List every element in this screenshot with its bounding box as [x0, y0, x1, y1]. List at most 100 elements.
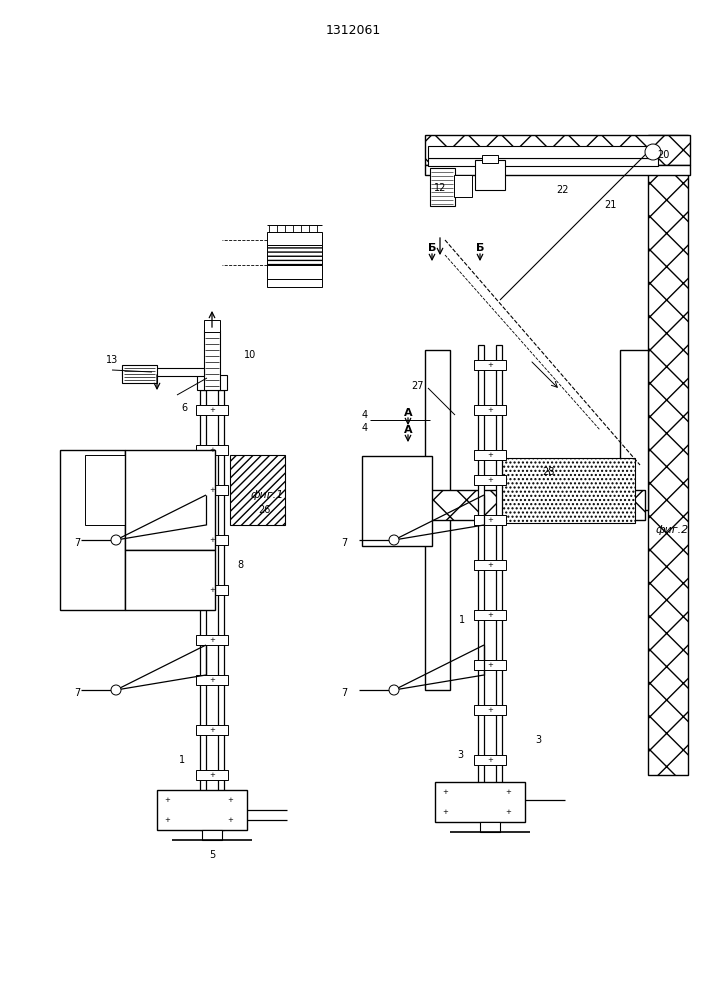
Text: 3: 3	[535, 735, 541, 745]
Text: 3: 3	[457, 750, 463, 760]
Bar	[122, 365, 157, 383]
Bar	[474, 705, 506, 715]
Text: 7: 7	[74, 538, 80, 548]
Bar	[430, 168, 455, 206]
Text: 7: 7	[341, 688, 347, 698]
Bar	[204, 330, 220, 390]
Text: +: +	[487, 407, 493, 413]
Text: A: A	[404, 425, 412, 435]
Text: 1: 1	[459, 615, 465, 625]
Bar	[425, 135, 690, 165]
Bar	[196, 725, 228, 735]
Bar	[435, 782, 525, 822]
Bar	[157, 790, 247, 830]
Circle shape	[389, 535, 399, 545]
Bar	[648, 135, 688, 775]
Text: +: +	[227, 797, 233, 803]
Text: Б: Б	[476, 243, 484, 253]
Text: +: +	[487, 362, 493, 368]
Bar	[474, 560, 506, 570]
Text: +: +	[442, 789, 448, 795]
Text: 1: 1	[179, 755, 185, 765]
Text: +: +	[209, 447, 215, 453]
Text: 27: 27	[411, 381, 424, 391]
Text: 21: 21	[604, 200, 617, 210]
Text: +: +	[487, 757, 493, 763]
Bar	[482, 155, 498, 163]
Text: +: +	[487, 662, 493, 668]
Text: 22: 22	[556, 185, 569, 195]
Text: +: +	[487, 477, 493, 483]
Bar	[267, 245, 322, 265]
Bar	[500, 458, 635, 523]
Text: 1312061: 1312061	[325, 23, 380, 36]
Text: 8: 8	[237, 560, 243, 570]
Text: 12: 12	[434, 183, 446, 193]
Bar	[474, 660, 506, 670]
Bar	[267, 232, 322, 245]
Bar	[474, 475, 506, 485]
Circle shape	[111, 535, 121, 545]
Text: +: +	[164, 817, 170, 823]
Bar	[454, 175, 472, 197]
Bar	[475, 160, 505, 190]
Bar	[478, 345, 484, 820]
Bar	[362, 456, 432, 546]
Text: +: +	[505, 809, 511, 815]
Text: +: +	[209, 587, 215, 593]
Text: +: +	[487, 562, 493, 568]
Bar	[425, 165, 690, 175]
Bar	[125, 550, 215, 610]
Bar	[425, 350, 450, 690]
Bar	[196, 635, 228, 645]
Text: фиг.1: фиг.1	[250, 490, 284, 500]
Circle shape	[389, 685, 399, 695]
Bar	[200, 390, 206, 830]
Text: 10: 10	[244, 350, 256, 360]
Bar	[230, 455, 285, 525]
Text: +: +	[505, 789, 511, 795]
Bar	[60, 450, 125, 610]
Bar	[425, 490, 645, 520]
Bar	[496, 345, 502, 820]
Circle shape	[111, 685, 121, 695]
Text: +: +	[164, 797, 170, 803]
Text: A: A	[404, 408, 412, 418]
Text: 7: 7	[341, 538, 347, 548]
Text: +: +	[227, 817, 233, 823]
Bar	[218, 390, 224, 830]
Text: +: +	[209, 487, 215, 493]
Text: Б: Б	[428, 243, 436, 253]
Bar	[267, 265, 322, 279]
Text: +: +	[487, 517, 493, 523]
Bar	[474, 755, 506, 765]
Bar	[474, 610, 506, 620]
Bar	[428, 146, 658, 158]
Text: +: +	[487, 707, 493, 713]
Text: 20: 20	[657, 150, 670, 160]
Bar	[196, 445, 228, 455]
Text: +: +	[209, 677, 215, 683]
Bar	[196, 770, 228, 780]
Bar	[267, 279, 322, 287]
Bar	[620, 350, 648, 510]
Text: фиг.2: фиг.2	[655, 525, 689, 535]
Bar	[196, 405, 228, 415]
Bar	[122, 368, 204, 376]
Bar	[196, 585, 228, 595]
Text: +: +	[209, 772, 215, 778]
Bar	[202, 830, 222, 840]
Bar	[474, 450, 506, 460]
Text: +: +	[209, 537, 215, 543]
Text: +: +	[487, 612, 493, 618]
Text: 28: 28	[542, 467, 554, 477]
Text: 5: 5	[209, 850, 215, 860]
Bar	[196, 675, 228, 685]
Bar	[196, 535, 228, 545]
Bar	[428, 158, 658, 166]
Bar	[125, 450, 215, 550]
Text: 13: 13	[106, 355, 118, 365]
Bar	[204, 320, 220, 332]
Bar	[480, 822, 500, 832]
Bar	[197, 375, 227, 390]
